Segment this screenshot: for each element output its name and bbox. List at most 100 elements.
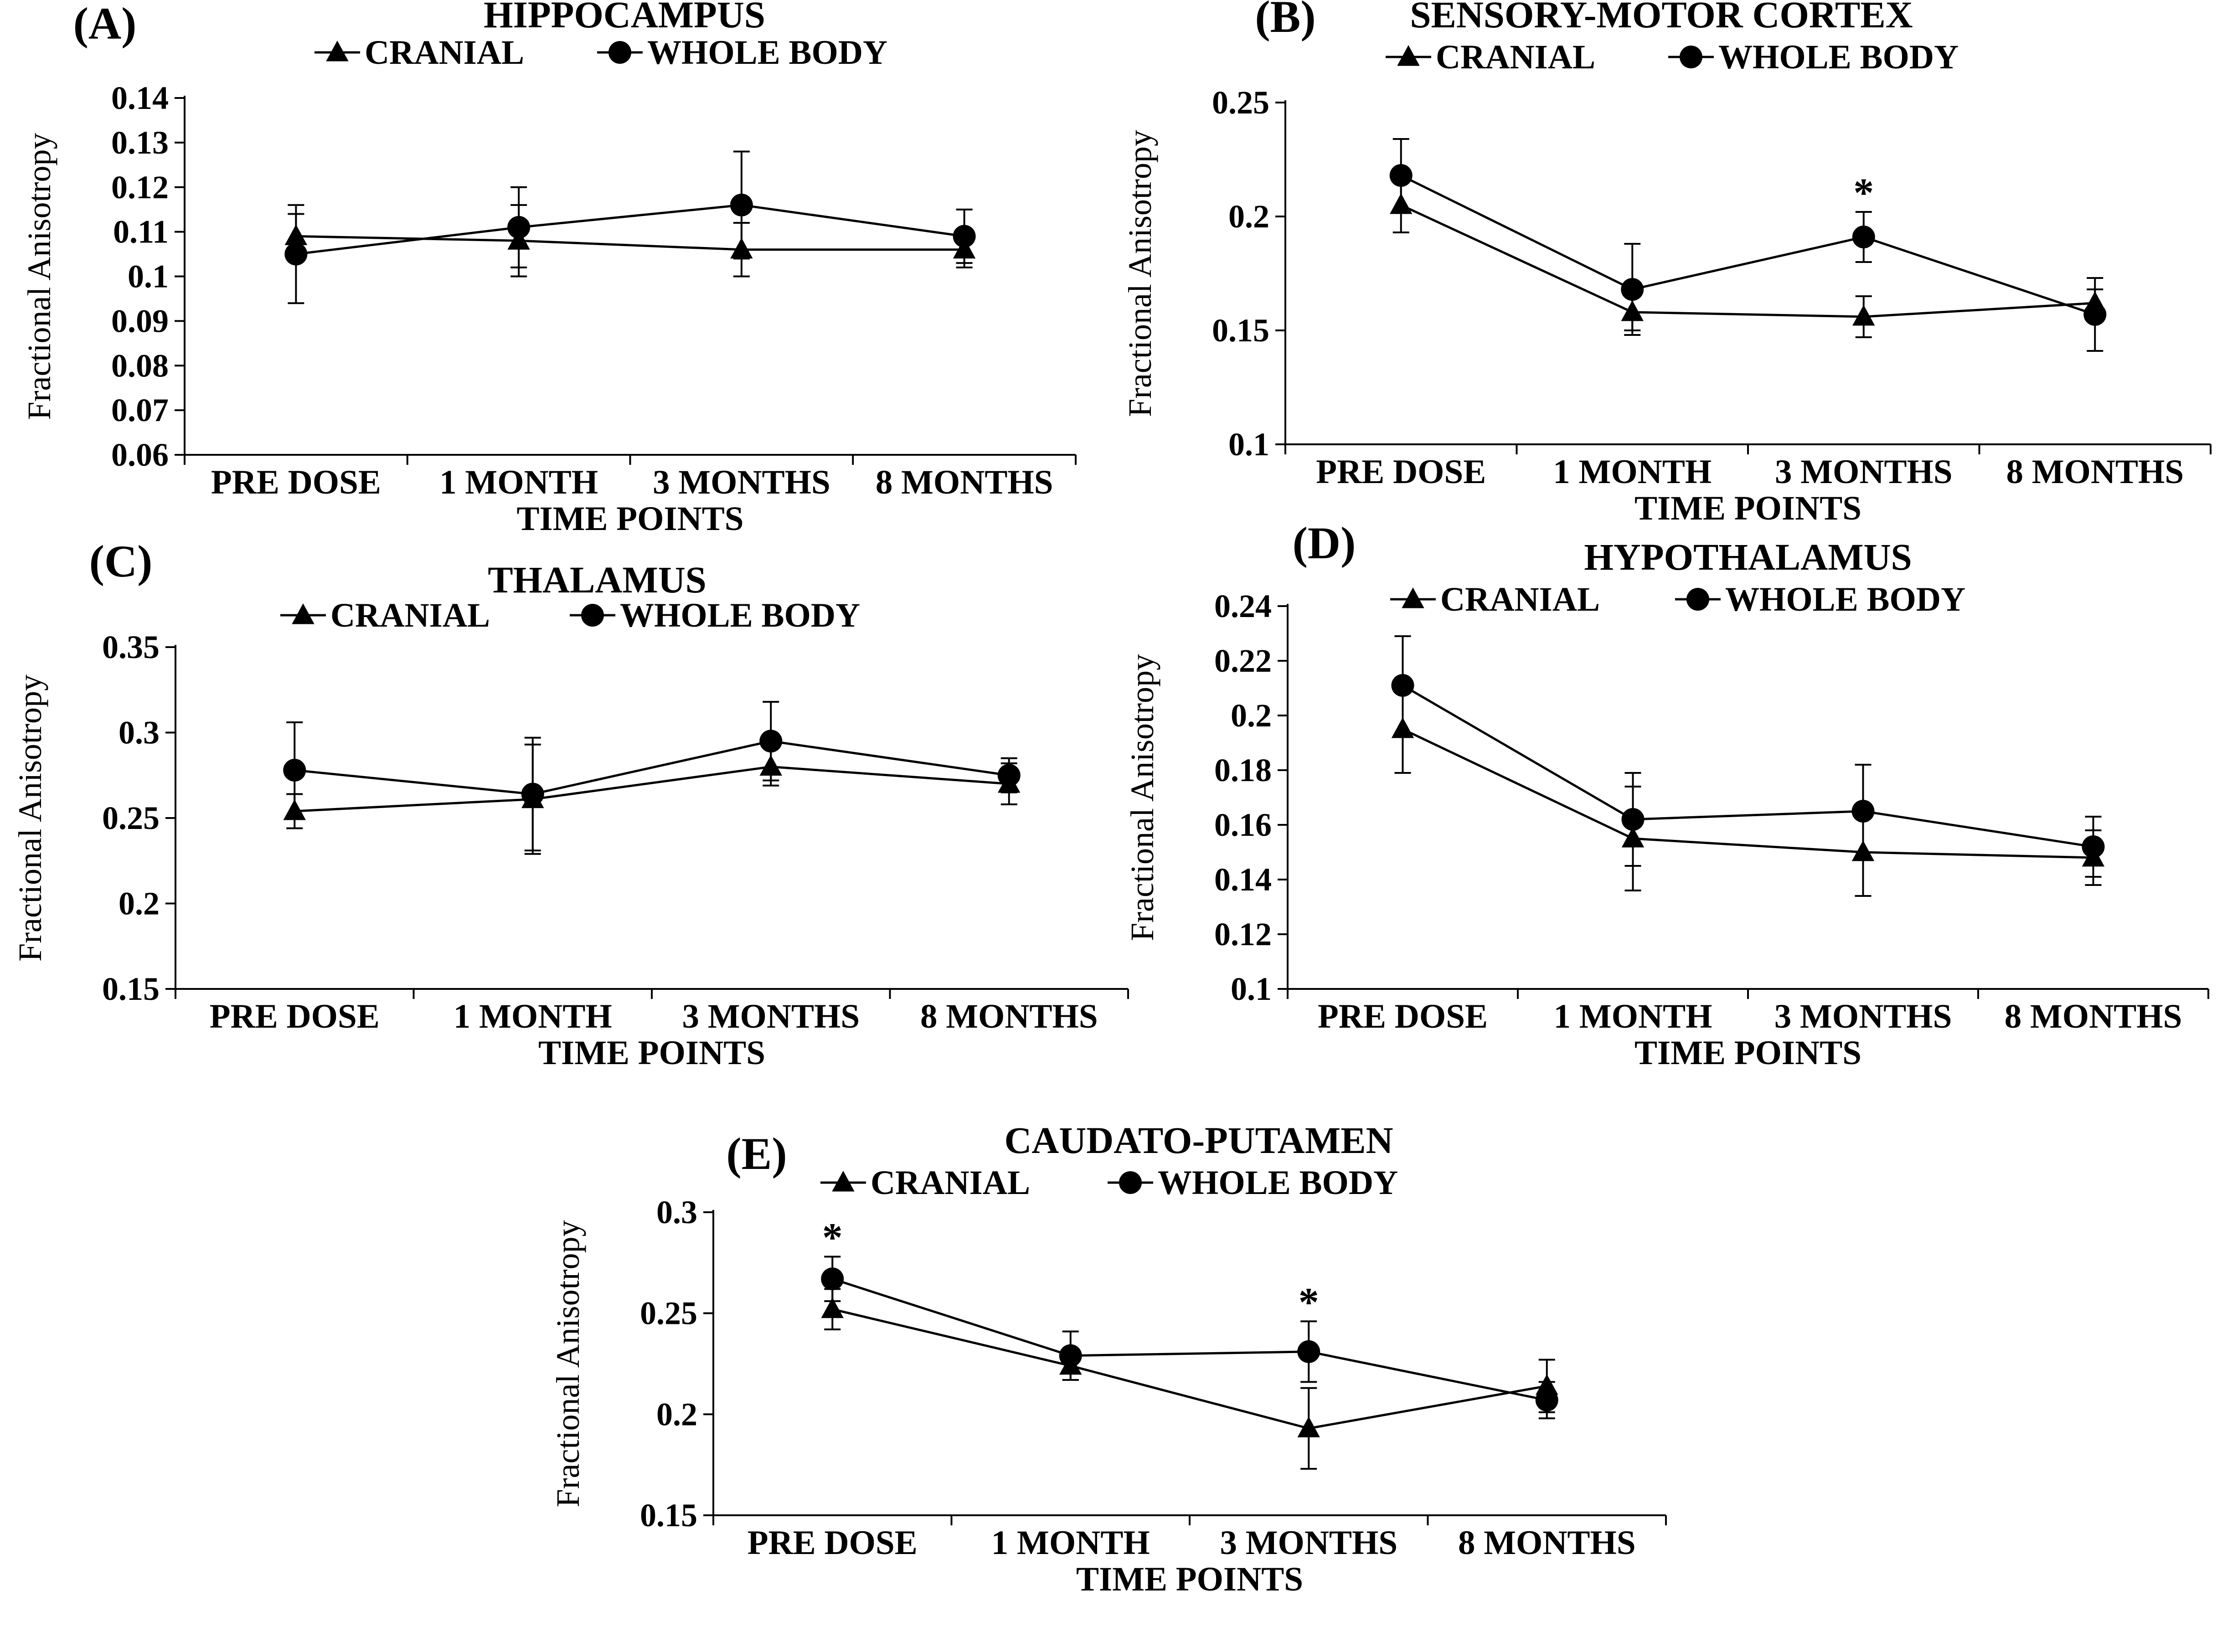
data-point-whole-body	[1391, 674, 1414, 697]
significance-asterisk: *	[822, 1215, 843, 1261]
x-category-label: PRE DOSE	[1316, 453, 1486, 491]
data-point-cranial	[1297, 1416, 1320, 1437]
x-category-label: 1 MONTH	[454, 998, 612, 1035]
chart-title: CAUDATO-PUTAMEN	[1004, 1119, 1393, 1161]
y-tick-label: 0.25	[640, 1295, 697, 1332]
legend-label-whole-body: WHOLE BODY	[1725, 581, 1965, 618]
x-category-label: 3 MONTHS	[1220, 1524, 1397, 1562]
x-category-label: PRE DOSE	[210, 998, 380, 1035]
chart-title: THALAMUS	[488, 559, 706, 601]
data-point-whole-body	[1852, 226, 1875, 248]
legend-marker-cranial	[1402, 587, 1424, 608]
data-point-whole-body	[1851, 800, 1875, 823]
legend-marker-cranial	[326, 41, 349, 62]
y-tick-label: 0.18	[1214, 752, 1272, 788]
data-point-whole-body	[759, 730, 783, 753]
legend-marker-whole-body	[608, 41, 631, 64]
y-tick-label: 0.3	[119, 715, 160, 751]
legend-label-whole-body: WHOLE BODY	[620, 597, 860, 634]
data-point-whole-body	[2083, 303, 2107, 326]
x-category-label: 3 MONTHS	[653, 463, 830, 501]
data-point-whole-body	[953, 225, 976, 248]
x-category-label: 3 MONTHS	[1774, 998, 1952, 1035]
y-tick-label: 0.2	[119, 885, 160, 922]
y-tick-label: 0.09	[111, 303, 169, 339]
series-line-cranial	[1400, 204, 2095, 318]
y-tick-label: 0.13	[111, 124, 169, 161]
y-axis-label: Fractional Anisotropy	[12, 674, 48, 962]
panel-letter: (D)	[1293, 518, 1356, 568]
y-axis-label: Fractional Anisotropy	[21, 133, 57, 420]
x-category-label: 8 MONTHS	[920, 998, 1098, 1035]
legend-marker-cranial	[1397, 45, 1420, 66]
data-point-whole-body	[1535, 1389, 1558, 1412]
y-tick-label: 0.1	[1231, 971, 1272, 1007]
data-point-whole-body	[1621, 808, 1645, 831]
legend-label-cranial: CRANIAL	[365, 34, 524, 72]
x-category-label: 1 MONTH	[439, 463, 598, 501]
y-tick-label: 0.15	[1212, 312, 1269, 349]
data-point-cranial	[1852, 305, 1875, 326]
y-tick-label: 0.12	[111, 169, 169, 206]
y-tick-label: 0.25	[102, 800, 160, 836]
series-line-whole-body	[832, 1277, 1547, 1401]
x-category-label: 1 MONTH	[1553, 453, 1712, 491]
chart-title: HIPPOCAMPUS	[484, 0, 765, 36]
series-line-cranial	[832, 1308, 1547, 1430]
legend-label-cranial: CRANIAL	[1436, 38, 1595, 76]
y-tick-label: 0.08	[111, 347, 169, 384]
legend-marker-whole-body	[1686, 588, 1709, 611]
y-tick-label: 0.25	[1212, 84, 1269, 121]
x-category-label: 8 MONTHS	[2005, 998, 2182, 1035]
data-point-whole-body	[1621, 278, 1644, 301]
x-axis-label: TIME POINTS	[1634, 489, 1861, 527]
panel-letter: (C)	[89, 536, 153, 587]
y-tick-label: 0.16	[1214, 807, 1272, 843]
y-axis-label: Fractional Anisotropy	[1122, 130, 1158, 417]
x-category-label: PRE DOSE	[748, 1524, 918, 1562]
x-axis-label: TIME POINTS	[516, 500, 743, 538]
series-line-whole-body	[296, 204, 964, 256]
legend-marker-cranial	[832, 1171, 855, 1192]
data-point-whole-body	[997, 764, 1021, 787]
data-point-whole-body	[1297, 1340, 1320, 1363]
y-tick-label: 0.06	[111, 437, 169, 473]
y-tick-label: 0.1	[128, 258, 169, 295]
legend-label-whole-body: WHOLE BODY	[1718, 38, 1959, 76]
x-axis-label: TIME POINTS	[1634, 1034, 1861, 1072]
data-point-whole-body	[507, 216, 531, 239]
legend-marker-whole-body	[1119, 1171, 1142, 1194]
y-tick-label: 0.1	[1228, 426, 1269, 463]
legend-label-whole-body: WHOLE BODY	[647, 34, 887, 72]
legend-label-cranial: CRANIAL	[871, 1164, 1030, 1202]
series-line-whole-body	[1402, 684, 2093, 848]
series-line-whole-body	[294, 740, 1010, 796]
x-category-label: 1 MONTH	[1554, 998, 1712, 1035]
y-tick-label: 0.07	[111, 392, 169, 428]
data-point-whole-body	[2082, 835, 2105, 858]
x-category-label: PRE DOSE	[1318, 998, 1488, 1035]
panel-letter: (A)	[73, 0, 137, 49]
legend-marker-cranial	[292, 603, 315, 624]
y-tick-label: 0.15	[102, 971, 160, 1007]
y-axis-label: Fractional Anisotropy	[1124, 654, 1160, 941]
legend-marker-whole-body	[581, 604, 604, 627]
x-category-label: 8 MONTHS	[2006, 453, 2184, 491]
data-point-whole-body	[283, 759, 306, 782]
x-category-label: 8 MONTHS	[876, 463, 1053, 501]
x-axis-label: TIME POINTS	[538, 1034, 765, 1072]
series-line-whole-body	[1400, 174, 2096, 316]
panel-letter: (E)	[726, 1128, 787, 1179]
legend-label-cranial: CRANIAL	[330, 597, 490, 634]
y-axis-label: Fractional Anisotropy	[550, 1220, 586, 1508]
data-point-whole-body	[821, 1267, 844, 1291]
data-point-whole-body	[730, 193, 753, 216]
x-category-label: 3 MONTHS	[682, 998, 860, 1035]
y-tick-label: 0.22	[1214, 643, 1272, 679]
